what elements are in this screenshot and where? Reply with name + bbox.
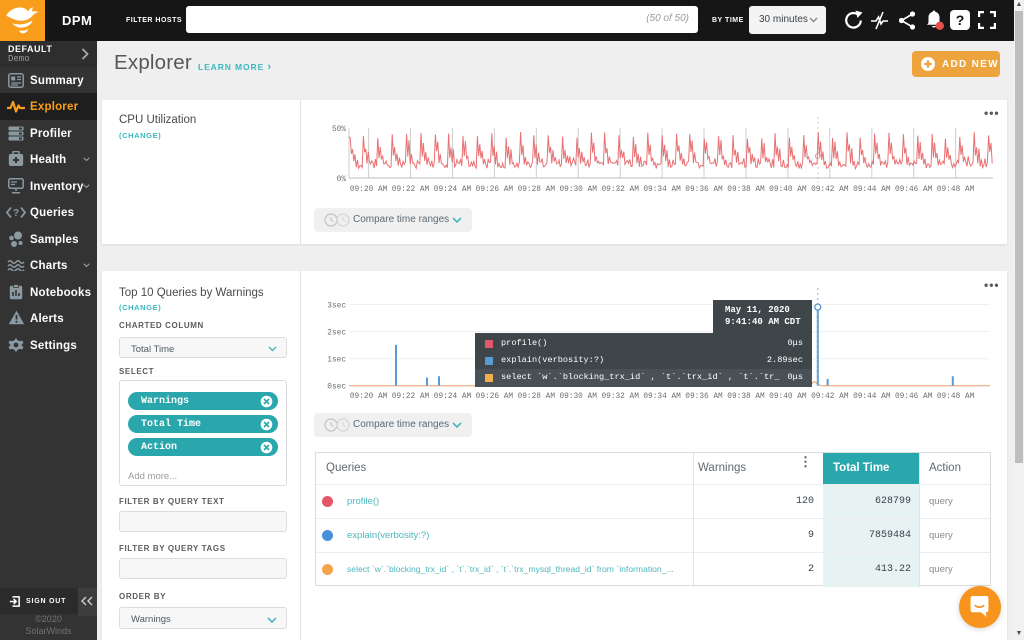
svg-text:09:32 AM: 09:32 AM — [601, 186, 639, 194]
svg-text:09:46 AM: 09:46 AM — [895, 393, 933, 401]
svg-text:09:42 AM: 09:42 AM — [811, 393, 849, 401]
svg-text:09:46 AM: 09:46 AM — [895, 186, 933, 194]
svg-text:1sec: 1sec — [327, 357, 346, 365]
svg-text:09:40 AM: 09:40 AM — [769, 186, 807, 194]
svg-text:09:30 AM: 09:30 AM — [559, 393, 597, 401]
svg-text:09:24 AM: 09:24 AM — [434, 186, 472, 194]
svg-text:09:20 AM: 09:20 AM — [350, 393, 388, 401]
svg-text:50%: 50% — [332, 126, 346, 134]
svg-text:09:42 AM: 09:42 AM — [811, 186, 849, 194]
svg-text:09:20 AM: 09:20 AM — [350, 186, 388, 194]
svg-text:09:26 AM: 09:26 AM — [476, 393, 514, 401]
svg-text:09:44 AM: 09:44 AM — [853, 186, 891, 194]
svg-text:09:34 AM: 09:34 AM — [643, 186, 681, 194]
svg-text:09:22 AM: 09:22 AM — [392, 186, 430, 194]
svg-text:09:26 AM: 09:26 AM — [476, 186, 514, 194]
svg-text:09:34 AM: 09:34 AM — [643, 393, 681, 401]
svg-text:09:48 AM: 09:48 AM — [937, 186, 975, 194]
svg-text:09:28 AM: 09:28 AM — [518, 186, 556, 194]
svg-text:09:38 AM: 09:38 AM — [727, 186, 765, 194]
svg-text:09:24 AM: 09:24 AM — [434, 393, 472, 401]
svg-text:09:30 AM: 09:30 AM — [559, 186, 597, 194]
svg-text:09:44 AM: 09:44 AM — [853, 393, 891, 401]
svg-text:?: ? — [13, 208, 19, 219]
svg-text:09:22 AM: 09:22 AM — [392, 393, 430, 401]
svg-text:09:48 AM: 09:48 AM — [937, 393, 975, 401]
svg-text:09:36 AM: 09:36 AM — [685, 186, 723, 194]
svg-text:0%: 0% — [337, 176, 347, 184]
svg-text:09:36 AM: 09:36 AM — [685, 393, 723, 401]
svg-text:0sec: 0sec — [327, 384, 346, 392]
svg-text:2sec: 2sec — [327, 330, 346, 338]
svg-text:09:40 AM: 09:40 AM — [769, 393, 807, 401]
svg-text:3sec: 3sec — [327, 303, 346, 311]
svg-text:09:38 AM: 09:38 AM — [727, 393, 765, 401]
svg-text:09:28 AM: 09:28 AM — [518, 393, 556, 401]
svg-text:09:32 AM: 09:32 AM — [601, 393, 639, 401]
